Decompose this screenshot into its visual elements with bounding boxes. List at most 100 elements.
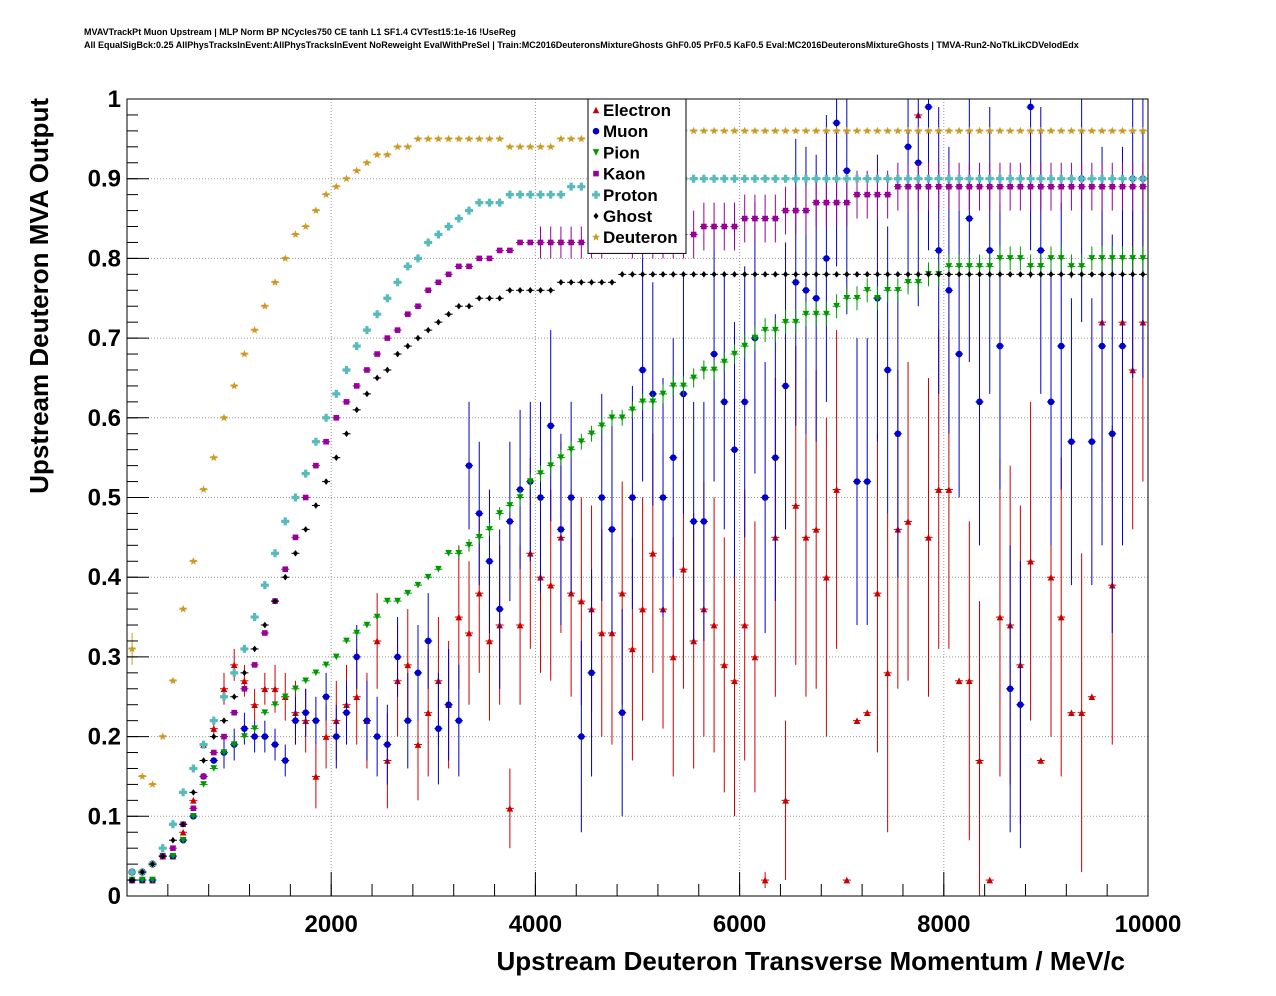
data-point xyxy=(413,254,422,263)
data-point xyxy=(271,701,279,709)
data-point xyxy=(833,119,840,127)
data-point xyxy=(292,534,299,541)
data-point xyxy=(322,190,331,198)
data-point xyxy=(750,174,759,183)
data-point xyxy=(710,126,719,135)
data-point xyxy=(485,198,494,207)
title-line-1: MVAVTrackPt Muon Upstream | MLP Norm BP … xyxy=(84,27,516,37)
data-point xyxy=(1038,271,1044,278)
data-point xyxy=(720,398,728,406)
data-point xyxy=(291,230,300,238)
data-point xyxy=(1108,430,1116,438)
data-point xyxy=(823,310,830,318)
data-point xyxy=(526,142,535,151)
data-point xyxy=(312,773,320,780)
title-line-2: All EqualSigBck:0.25 AllPhysTracksInEven… xyxy=(84,40,1079,50)
data-point xyxy=(1057,613,1065,621)
data-point xyxy=(466,263,472,270)
data-point xyxy=(1138,126,1147,135)
data-point xyxy=(976,398,983,406)
data-point xyxy=(843,294,851,302)
data-point xyxy=(456,302,462,310)
data-point xyxy=(465,542,473,549)
data-point xyxy=(403,262,412,271)
data-point xyxy=(271,741,279,748)
data-point xyxy=(762,271,768,278)
data-point xyxy=(250,613,259,622)
data-point xyxy=(434,134,443,143)
data-point xyxy=(925,103,932,111)
data-point xyxy=(312,717,320,724)
data-point xyxy=(751,653,759,661)
data-point xyxy=(139,876,146,884)
data-point xyxy=(1027,103,1034,111)
data-point xyxy=(618,414,626,422)
data-point xyxy=(1088,438,1096,446)
data-point xyxy=(904,279,912,286)
data-point xyxy=(772,326,779,334)
data-point xyxy=(731,677,738,685)
data-point xyxy=(282,573,288,581)
data-point xyxy=(403,142,412,151)
data-point xyxy=(599,279,605,286)
data-point xyxy=(241,677,248,685)
data-point xyxy=(516,142,525,151)
data-point xyxy=(364,367,370,373)
data-point xyxy=(873,126,882,135)
data-point xyxy=(1017,183,1024,190)
data-point xyxy=(966,271,972,278)
data-point xyxy=(486,294,492,302)
data-point xyxy=(537,470,544,477)
data-point xyxy=(506,518,514,525)
data-point xyxy=(1140,183,1146,190)
data-point xyxy=(260,302,269,310)
data-point xyxy=(444,134,453,143)
data-point xyxy=(823,271,829,278)
data-point xyxy=(435,565,442,573)
data-point xyxy=(976,757,983,764)
data-point xyxy=(924,126,933,135)
data-point xyxy=(190,797,197,804)
data-point xyxy=(373,637,381,645)
data-point xyxy=(179,836,187,844)
data-point xyxy=(792,318,800,326)
data-point xyxy=(149,876,156,884)
legend-box xyxy=(587,98,687,254)
y-tick-label: 0.8 xyxy=(88,245,121,272)
data-point xyxy=(262,621,268,629)
legend-label-muon: Muon xyxy=(603,122,648,141)
data-point xyxy=(292,549,298,557)
data-point xyxy=(741,621,749,629)
data-point xyxy=(1006,174,1015,183)
data-point xyxy=(1078,709,1085,716)
data-point xyxy=(689,174,698,183)
data-point xyxy=(384,597,391,605)
data-point xyxy=(241,669,247,677)
data-point xyxy=(1098,174,1107,183)
y-tick-label: 0.7 xyxy=(88,325,121,352)
data-point xyxy=(904,126,913,135)
data-point xyxy=(914,126,923,135)
data-point xyxy=(822,174,831,183)
series-muon xyxy=(128,99,1147,884)
data-point xyxy=(415,303,421,310)
data-point xyxy=(333,415,340,421)
data-point xyxy=(383,150,392,159)
data-point xyxy=(558,239,564,246)
data-point xyxy=(374,351,380,357)
data-point xyxy=(1129,183,1136,190)
data-point xyxy=(803,271,809,278)
data-point xyxy=(792,502,800,509)
data-point xyxy=(209,716,218,725)
data-point xyxy=(986,183,993,190)
data-point xyxy=(475,198,484,207)
data-point xyxy=(333,454,339,461)
data-point xyxy=(486,557,493,565)
data-point xyxy=(383,294,392,303)
data-point xyxy=(740,126,749,135)
data-point xyxy=(190,813,197,820)
data-point xyxy=(404,717,412,724)
y-tick-label: 0.6 xyxy=(88,405,121,432)
data-point xyxy=(730,126,739,135)
